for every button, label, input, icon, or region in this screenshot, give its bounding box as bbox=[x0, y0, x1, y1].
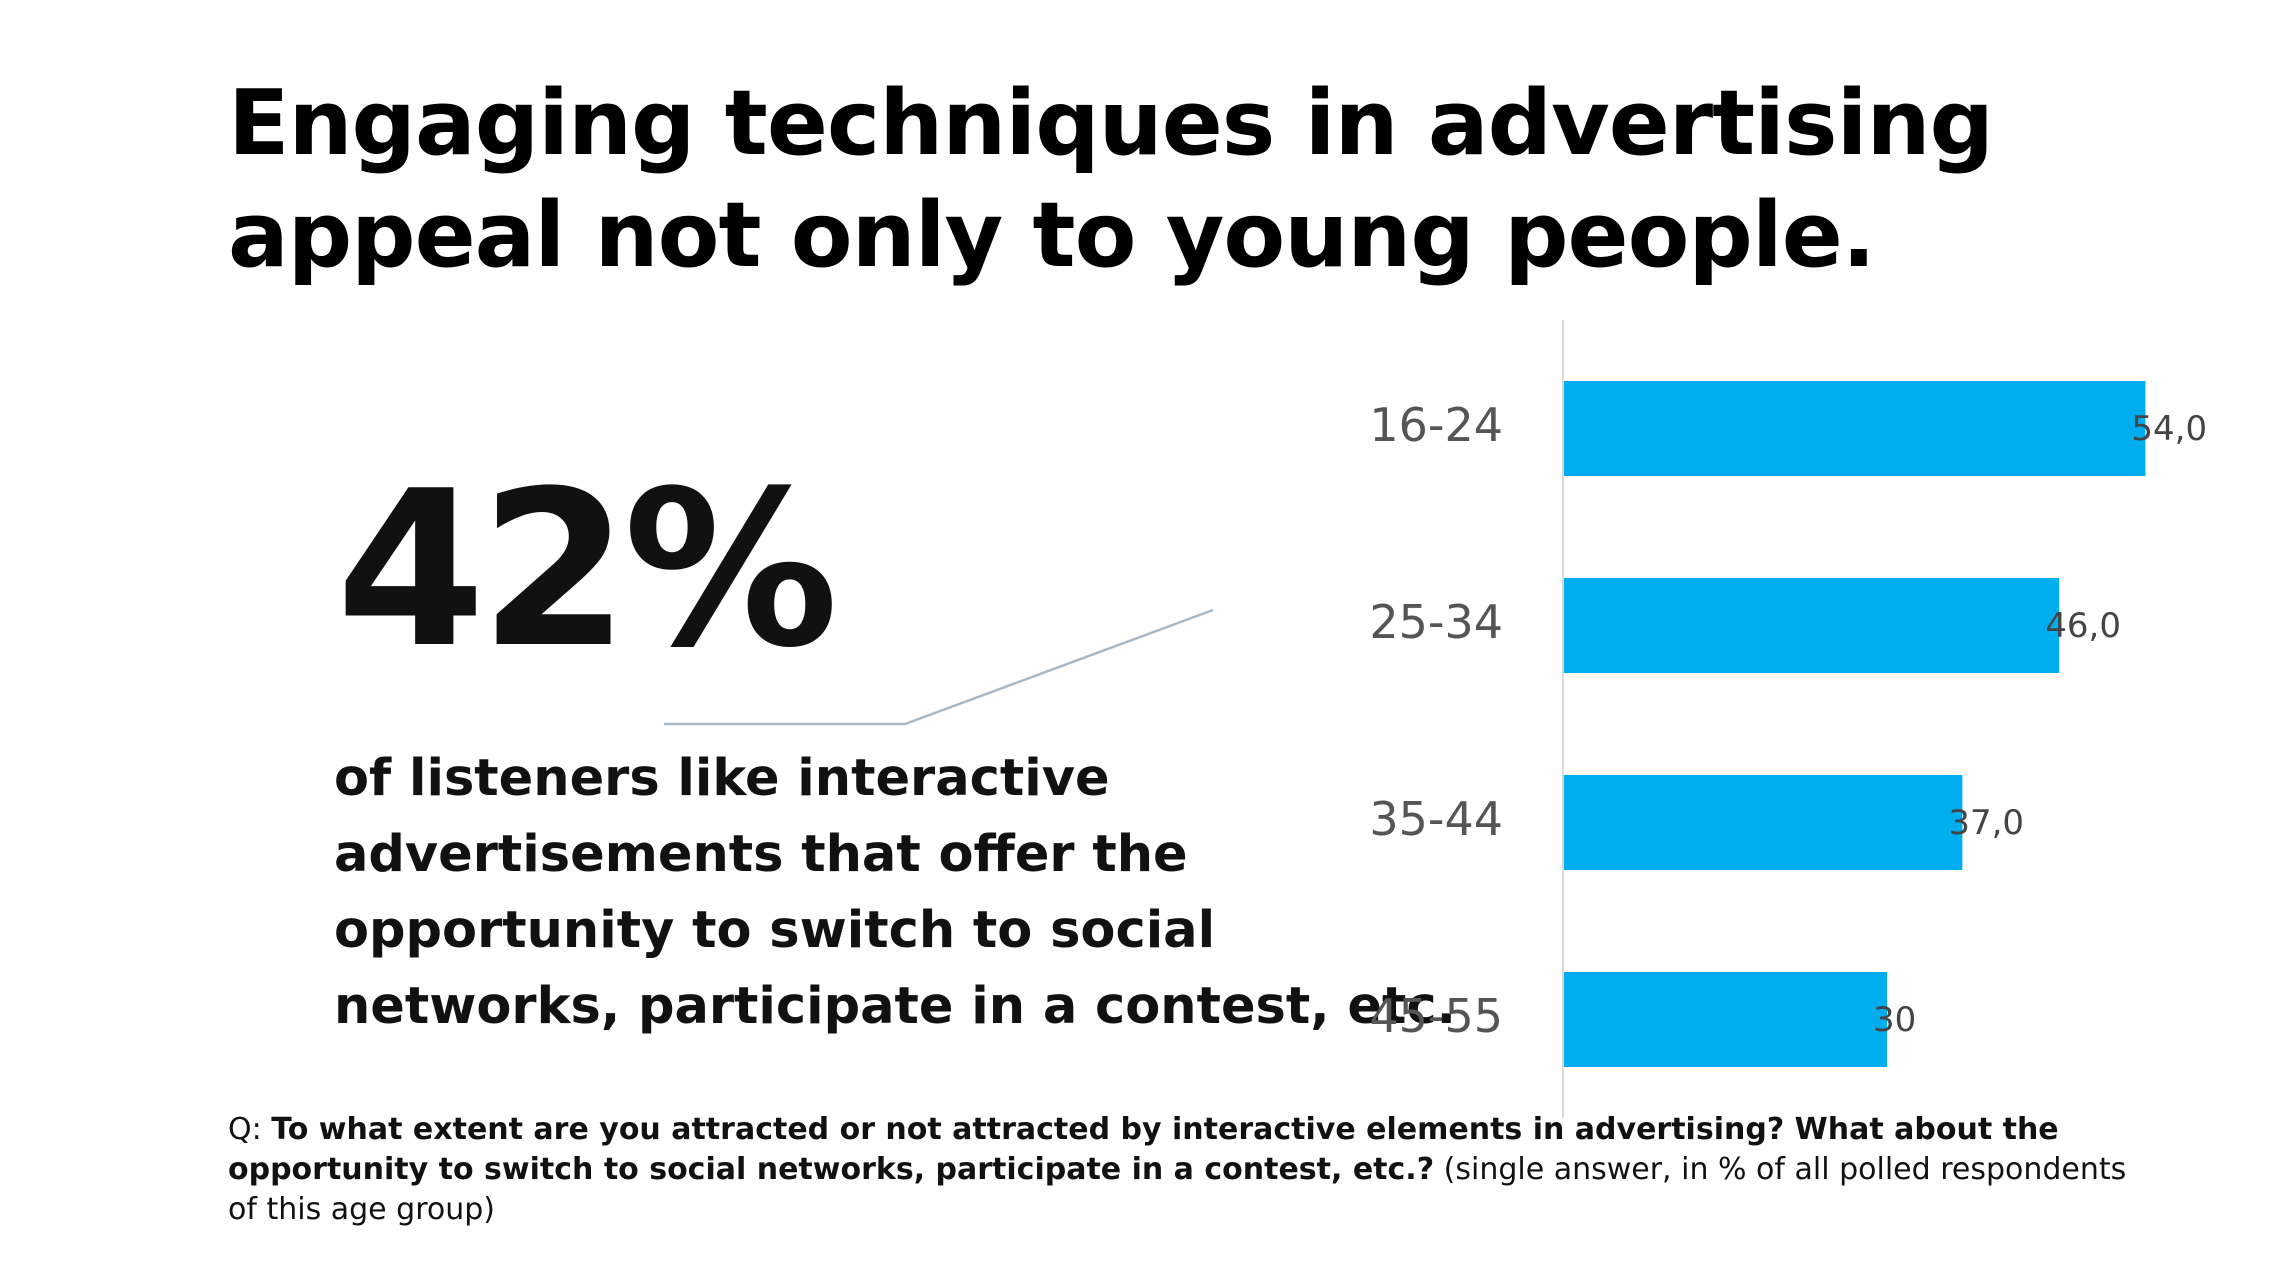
bar-35-44 bbox=[1564, 775, 1963, 870]
category-label-16-24: 16-24 bbox=[1369, 398, 1503, 452]
statistic-description-line-1: of listeners like interactive bbox=[334, 749, 1110, 808]
value-label-45-55: 30 bbox=[1873, 1000, 1916, 1040]
bar-45-55 bbox=[1564, 972, 1887, 1067]
bar-16-24 bbox=[1564, 381, 2146, 476]
category-label-25-34: 25-34 bbox=[1369, 595, 1503, 649]
footnote-question: To what extent are you attracted or not … bbox=[228, 1112, 2059, 1187]
survey-question-footnote: Q: To what extent are you attracted or n… bbox=[228, 1110, 2128, 1230]
bars-group: 16-24 54,0 25-34 46,0 35-44 37,0 45-55 30 bbox=[1369, 381, 2207, 1067]
headline-statistic: 42% bbox=[336, 444, 839, 695]
footnote-note: (single answer, in % of all polled respo… bbox=[228, 1152, 2127, 1227]
value-label-35-44: 37,0 bbox=[1948, 803, 2024, 843]
value-label-16-24: 54,0 bbox=[2131, 409, 2207, 449]
statistic-description: of listeners like interactive advertisem… bbox=[334, 741, 1456, 1045]
statistic-description-line-4: networks, participate in a contest, etc. bbox=[334, 977, 1456, 1036]
statistic-description-line-2: advertisements that offer the bbox=[334, 825, 1188, 884]
category-label-35-44: 35-44 bbox=[1369, 792, 1503, 846]
footnote-prefix: Q: bbox=[228, 1112, 272, 1147]
page-title-line-1: Engaging techniques in advertising bbox=[228, 71, 1994, 176]
category-label-45-55: 45-55 bbox=[1369, 989, 1503, 1043]
connector-polyline bbox=[664, 608, 1214, 726]
page-title: Engaging techniques in advertising appea… bbox=[228, 68, 2128, 292]
page-title-line-2: appeal not only to young people. bbox=[228, 183, 1876, 288]
statistic-description-line-3: opportunity to switch to social bbox=[334, 901, 1216, 960]
value-label-25-34: 46,0 bbox=[2045, 606, 2121, 646]
bar-25-34 bbox=[1564, 578, 2060, 673]
